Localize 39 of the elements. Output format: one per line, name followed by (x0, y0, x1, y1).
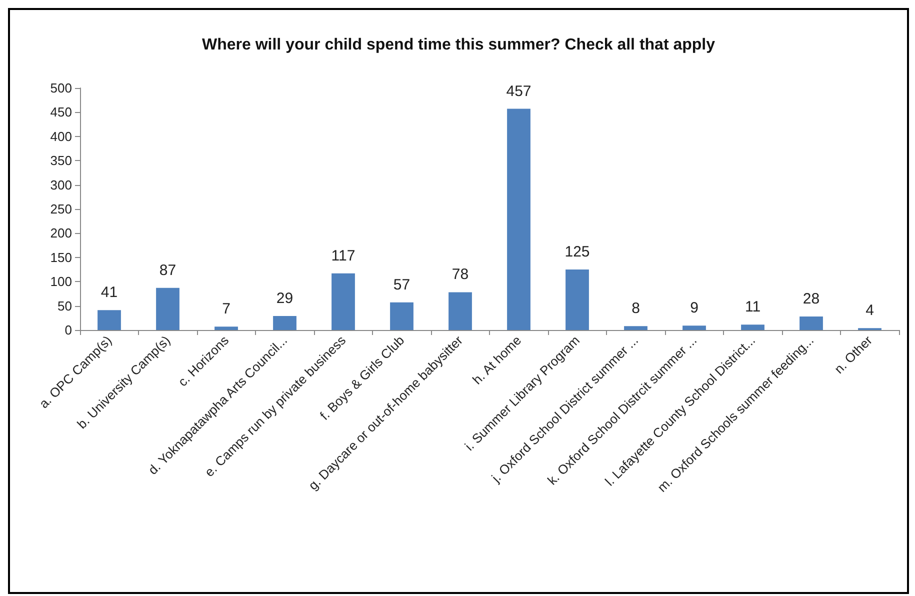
data-label: 117 (331, 247, 356, 264)
bar (741, 324, 764, 330)
data-label: 457 (506, 82, 532, 100)
bar (800, 316, 823, 330)
y-tick-label: 400 (50, 128, 72, 144)
data-label: 9 (690, 300, 698, 317)
bar (448, 292, 472, 330)
bar (156, 288, 180, 330)
bar (98, 310, 121, 330)
bar (566, 270, 589, 330)
data-label: 11 (744, 298, 761, 316)
data-label: 41 (100, 284, 118, 302)
bar (273, 316, 296, 330)
data-label: 8 (632, 300, 640, 318)
y-tick-label: 200 (50, 226, 72, 241)
bar (507, 108, 530, 330)
y-tick-label: 450 (50, 104, 72, 120)
y-tick-label: 50 (58, 298, 72, 314)
y-tick-label: 250 (50, 202, 72, 216)
y-tick-label: 500 (50, 80, 72, 96)
bar (332, 273, 355, 330)
bar (214, 326, 238, 330)
y-tick-label: 0 (64, 322, 72, 338)
bar (390, 302, 414, 330)
chart-title: Where will your child spend time this summer? Check all that apply (202, 36, 716, 54)
y-tick-label: 150 (50, 250, 72, 265)
data-label: 57 (393, 276, 410, 294)
data-label: 78 (452, 266, 469, 284)
data-label: 29 (276, 290, 294, 307)
data-label: 4 (866, 302, 874, 320)
bar (682, 326, 706, 330)
data-label: 125 (564, 244, 590, 260)
bar (624, 326, 648, 330)
y-tick-label: 300 (50, 177, 72, 192)
y-tick-label: 350 (50, 153, 72, 168)
data-label: 87 (159, 262, 176, 279)
data-label: 28 (802, 290, 820, 308)
data-label: 7 (222, 300, 230, 318)
y-tick-label: 100 (50, 274, 72, 290)
